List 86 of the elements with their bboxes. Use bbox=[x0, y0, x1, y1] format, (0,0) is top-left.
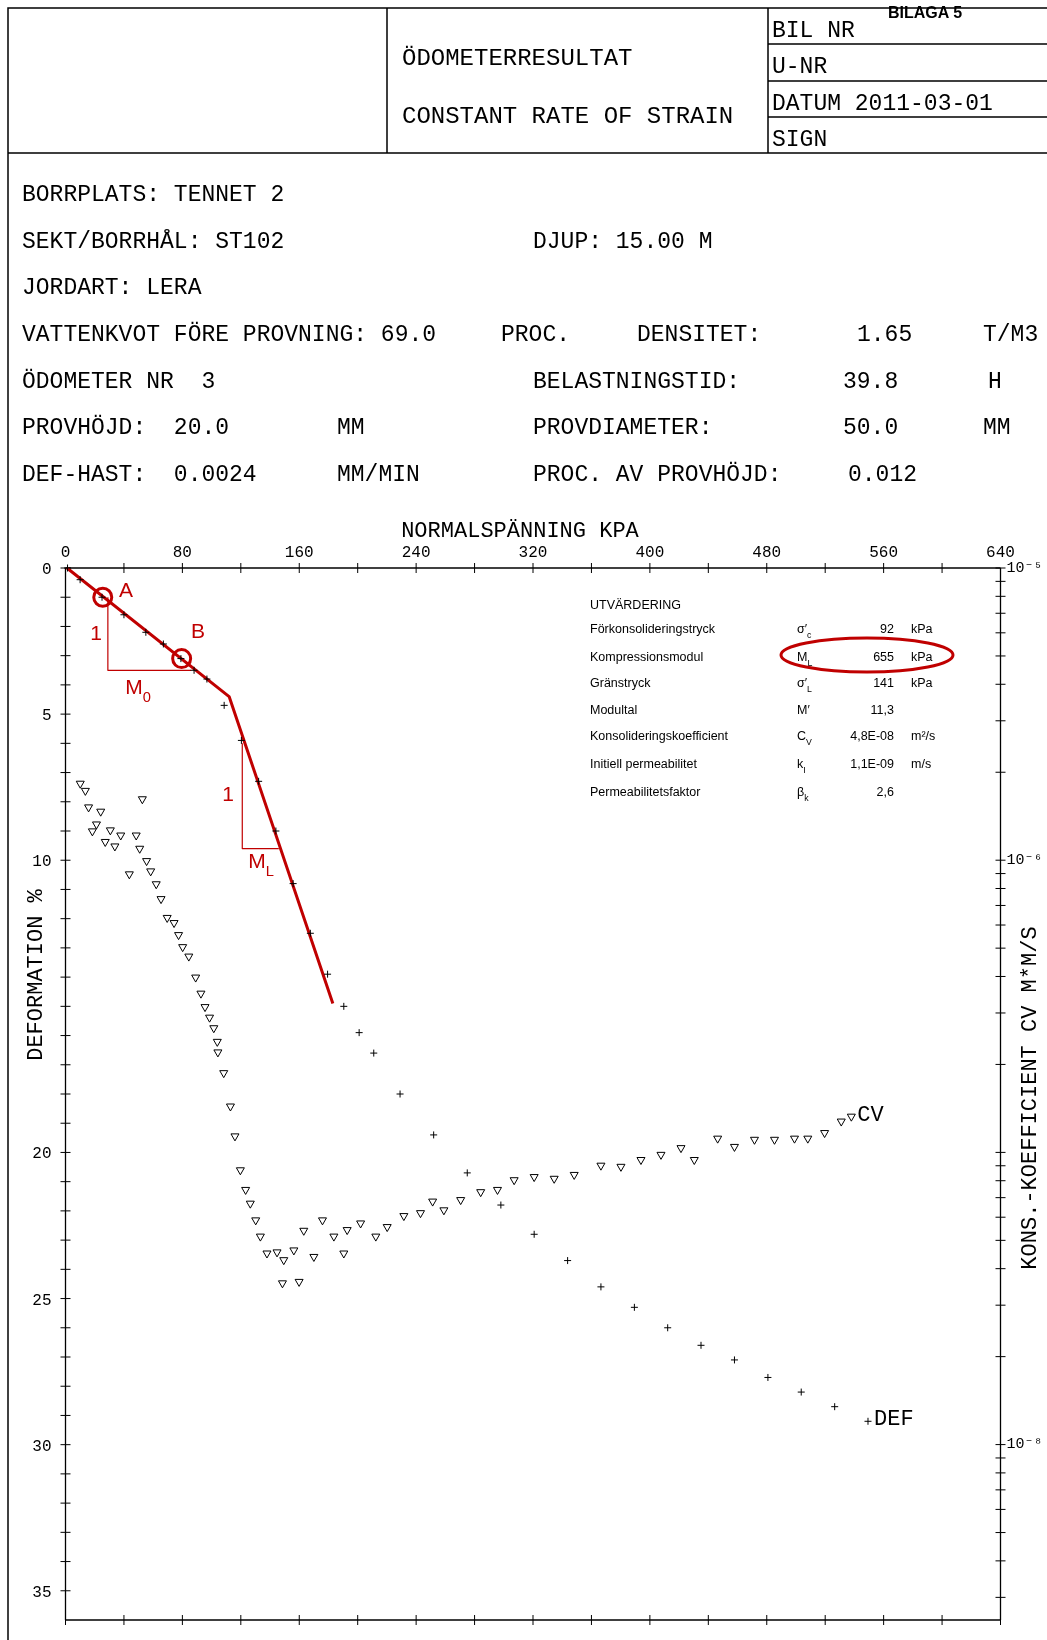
text: 0.012 bbox=[848, 462, 918, 488]
annotation: σ′$_{c}$ bbox=[797, 622, 813, 640]
y-axis-title: DEFORMATION % bbox=[24, 888, 49, 1061]
y2-tick-label: 10⁻⁸ bbox=[1006, 1436, 1043, 1454]
annotation: m²/s bbox=[911, 729, 936, 743]
x-tick-label: 560 bbox=[869, 544, 899, 562]
x-tick-label: 400 bbox=[635, 544, 665, 562]
text: DEF-HAST: 0.0024 bbox=[22, 462, 257, 488]
text: PROC. AV PROVHÖJD: bbox=[533, 461, 782, 488]
y-tick-label: 0 bbox=[41, 561, 52, 579]
annotation: kPa bbox=[911, 622, 933, 636]
text: PROVDIAMETER: bbox=[533, 415, 713, 441]
annotation: 1,1E-09 bbox=[850, 757, 895, 771]
text: DATUM 2011-03-01 bbox=[772, 91, 993, 117]
y2-axis-title: KONS.-KOEFFICIENT CV M*M/S bbox=[1018, 926, 1043, 1270]
x-tick-label: 320 bbox=[518, 544, 548, 562]
text: DENSITET: bbox=[637, 322, 762, 348]
annotation: kPa bbox=[911, 676, 933, 690]
x-tick-label: 480 bbox=[752, 544, 782, 562]
x-tick-label: 640 bbox=[986, 544, 1015, 562]
annotation: 4,8E-08 bbox=[850, 729, 895, 743]
annotation: Konsolideringskoefficient bbox=[590, 729, 729, 743]
annotation: 11,3 bbox=[870, 703, 895, 717]
y-tick-label: 35 bbox=[32, 1583, 52, 1602]
annotation: 141 bbox=[873, 676, 895, 690]
annotation: 92 bbox=[880, 622, 895, 636]
annotation: β$_{k}$ bbox=[797, 785, 810, 803]
chart-subtitle: CONSTANT RATE OF STRAIN bbox=[402, 103, 734, 130]
annotation: M$_{L}$ bbox=[248, 849, 274, 879]
y-tick-label: 10 bbox=[32, 853, 52, 872]
text: T/M3 bbox=[983, 322, 1039, 348]
annotation: 1 bbox=[222, 782, 234, 805]
annotation: C$_{V}$ bbox=[797, 729, 813, 747]
text: BILAGA 5 bbox=[888, 4, 963, 21]
text: MM bbox=[337, 415, 365, 441]
text: 1.65 bbox=[857, 322, 913, 348]
text: MM/MIN bbox=[337, 462, 420, 488]
text: 39.8 bbox=[843, 369, 899, 395]
text: JORDART: LERA bbox=[22, 275, 202, 301]
text: VATTENKVOT FÖRE PROVNING: 69.0 bbox=[22, 321, 437, 348]
y-tick-label: 20 bbox=[32, 1145, 52, 1164]
text: DJUP: 15.00 M bbox=[533, 229, 713, 255]
text: BORRPLATS: TENNET 2 bbox=[22, 182, 285, 208]
x-axis-title: NORMALSPÄNNING KPA bbox=[401, 519, 640, 544]
annotation: M$_{0}$ bbox=[125, 675, 151, 705]
text: SIGN bbox=[772, 127, 828, 153]
annotation: Förkonsolideringstryck bbox=[590, 622, 716, 636]
annotation: B bbox=[190, 619, 206, 642]
text: 50.0 bbox=[843, 415, 899, 441]
y-tick-label: 5 bbox=[41, 707, 52, 726]
annotation: 2,6 bbox=[876, 785, 895, 799]
annotation: Gränstryck bbox=[590, 676, 652, 690]
text: SEKT/BORRHÅL: ST102 bbox=[22, 228, 285, 255]
text: BELASTNINGSTID: bbox=[533, 369, 741, 395]
annotation: kPa bbox=[911, 650, 933, 664]
x-tick-label: 160 bbox=[284, 544, 314, 562]
series-label: CV bbox=[857, 1103, 885, 1129]
text: MM bbox=[983, 415, 1011, 441]
annotation: A bbox=[118, 578, 134, 601]
annotation: 1 bbox=[90, 621, 102, 644]
x-tick-label: 240 bbox=[401, 544, 431, 562]
x-tick-label: 80 bbox=[172, 544, 192, 562]
chart-title: ÖDOMETERRESULTAT bbox=[402, 45, 633, 72]
annotation: σ′$_{L}$ bbox=[797, 676, 813, 694]
text: BIL NR bbox=[772, 18, 856, 44]
annotation: UTVÄRDERING bbox=[590, 598, 681, 612]
text: PROVHÖJD: 20.0 bbox=[22, 414, 230, 441]
x-tick-label: 0 bbox=[60, 544, 71, 562]
annotation: Permeabilitetsfaktor bbox=[590, 785, 701, 799]
annotation: m/s bbox=[911, 757, 932, 771]
y2-tick-label: 10⁻⁶ bbox=[1006, 851, 1043, 869]
text: U-NR bbox=[772, 54, 828, 80]
annotation: k$_{I}$ bbox=[797, 757, 806, 775]
y-tick-label: 25 bbox=[32, 1291, 52, 1310]
annotation: Kompressionsmodul bbox=[590, 650, 704, 664]
annotation: M′ bbox=[797, 703, 811, 717]
text: PROC. bbox=[501, 322, 571, 348]
series-label: DEF bbox=[873, 1407, 914, 1433]
annotation: M$_{L}$ bbox=[797, 650, 813, 668]
annotation: Modultal bbox=[590, 703, 638, 717]
text: ÖDOMETER NR 3 bbox=[22, 368, 216, 395]
y-tick-label: 30 bbox=[32, 1437, 52, 1456]
annotation: 655 bbox=[873, 650, 895, 664]
annotation: Initiell permeabilitet bbox=[590, 757, 698, 771]
text: H bbox=[988, 369, 1002, 395]
y2-tick-label: 10⁻⁵ bbox=[1006, 559, 1043, 577]
